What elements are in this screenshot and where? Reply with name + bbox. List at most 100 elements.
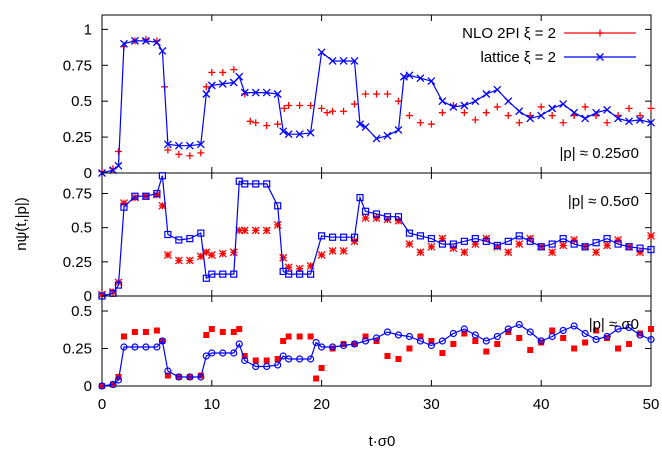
data-point (460, 325, 468, 333)
data-point (307, 101, 315, 109)
data-point (142, 329, 149, 335)
data-point (120, 199, 128, 208)
data-point (207, 251, 216, 259)
y-tick-label: 0.5 (71, 303, 92, 320)
y-tick-label: 0.5 (71, 93, 92, 110)
series-lattice (98, 36, 655, 177)
data-point (202, 83, 210, 91)
data-point (339, 57, 348, 65)
data-point (164, 146, 172, 154)
data-point (625, 104, 633, 112)
data-point (152, 38, 161, 47)
data-point (417, 333, 424, 340)
data-point (460, 248, 469, 257)
data-point (438, 109, 446, 117)
data-point (471, 331, 479, 339)
data-point (614, 325, 622, 333)
data-point (427, 235, 435, 243)
data-point (515, 232, 523, 240)
data-point (482, 337, 490, 345)
data-point (582, 339, 589, 346)
data-point (318, 104, 326, 112)
data-point (328, 246, 337, 255)
data-point (570, 322, 578, 330)
data-point (285, 270, 293, 278)
data-point (175, 373, 183, 381)
data-point (416, 119, 424, 127)
data-point (559, 235, 567, 243)
data-point (427, 341, 435, 350)
data-point (274, 361, 282, 369)
data-point (229, 248, 238, 257)
data-point (202, 352, 210, 360)
data-point (416, 337, 425, 345)
data-point (312, 338, 320, 347)
data-point (263, 357, 270, 364)
data-point (164, 367, 172, 375)
data-point (340, 341, 347, 347)
data-point (648, 326, 654, 332)
data-point (235, 72, 244, 81)
data-point (175, 236, 183, 244)
data-point (340, 107, 348, 115)
data-point (284, 263, 293, 272)
data-point (625, 243, 633, 251)
data-point (515, 119, 523, 127)
data-point (130, 193, 139, 202)
data-point (548, 240, 556, 248)
data-point (471, 240, 480, 249)
data-point (153, 343, 161, 351)
data-point (384, 353, 391, 359)
data-point (405, 112, 413, 120)
data-point (449, 244, 458, 253)
data-point (328, 343, 337, 351)
data-point (592, 248, 601, 257)
data-point (164, 230, 172, 239)
data-point (450, 341, 457, 347)
data-point (252, 357, 259, 364)
data-point (560, 335, 567, 341)
data-point (120, 343, 128, 351)
data-point (240, 226, 249, 235)
data-point (251, 226, 260, 235)
data-point (570, 236, 579, 244)
data-point (504, 97, 513, 106)
data-point (626, 341, 633, 347)
data-point (196, 252, 205, 261)
data-point (175, 150, 183, 158)
data-point (548, 332, 556, 341)
data-point (460, 237, 468, 245)
data-point (405, 240, 414, 249)
x-axis: 0 10 20 30 40 50 (98, 396, 660, 413)
data-point (279, 352, 287, 360)
data-point (131, 329, 138, 335)
data-point (197, 149, 205, 157)
x-tick-label: 50 (643, 396, 660, 413)
data-point (153, 327, 160, 334)
data-point (636, 248, 644, 257)
data-point (273, 90, 282, 98)
data-point (241, 180, 249, 188)
data-point (614, 114, 623, 123)
data-point (142, 192, 150, 200)
data-point (472, 338, 479, 344)
data-point (603, 235, 611, 243)
data-point (307, 333, 314, 340)
data-point (329, 345, 336, 352)
data-point (603, 119, 611, 127)
data-point (236, 326, 243, 332)
data-point (526, 237, 534, 245)
data-point (218, 249, 227, 258)
data-point (230, 66, 238, 74)
y-tick-label: 0 (84, 378, 92, 395)
data-point (339, 246, 348, 255)
data-point (131, 192, 139, 200)
legend-marker (596, 29, 604, 37)
data-point (538, 339, 545, 346)
data-point (471, 235, 479, 243)
y-tick-label: 0.25 (63, 129, 92, 146)
data-point (438, 234, 447, 243)
data-point (593, 327, 600, 334)
data-point (196, 140, 205, 149)
data-point (625, 117, 633, 126)
